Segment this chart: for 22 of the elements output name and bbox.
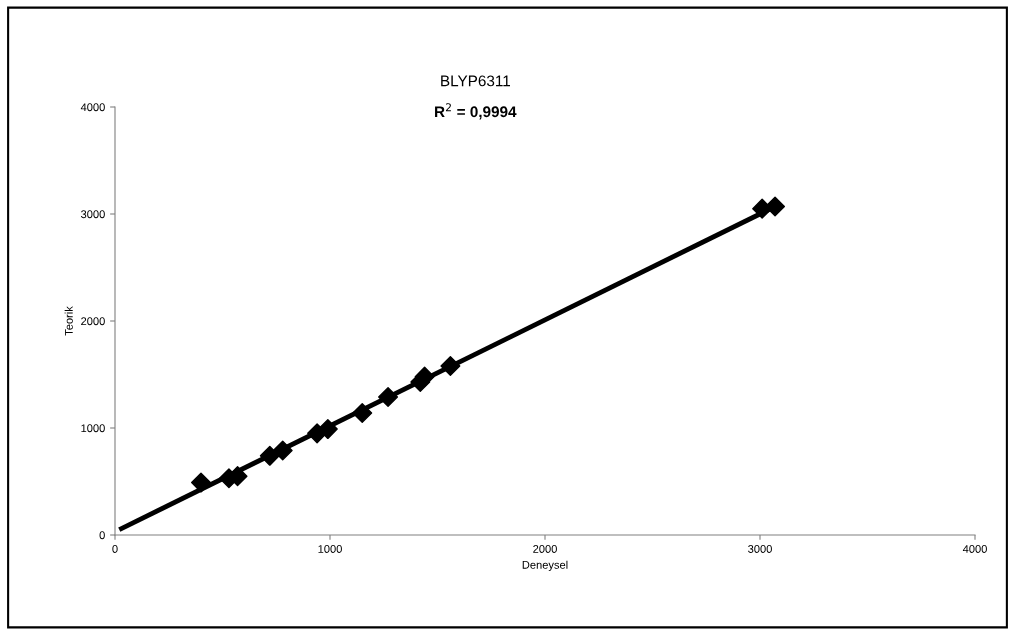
point (190, 472, 212, 493)
y-tick-label: 2000 (81, 317, 105, 326)
y-tick-label: 4000 (80, 103, 105, 112)
y-tick-label: 1000 (81, 424, 105, 433)
x-axis-title: Deneysel (522, 560, 568, 571)
point (317, 419, 338, 440)
point (440, 355, 461, 376)
point (259, 445, 280, 466)
annotation: R$^{2}$ = 0,9994 (435, 103, 517, 120)
point (272, 440, 293, 461)
x-tick-label: 4000 (962, 545, 987, 553)
point (352, 403, 373, 424)
point (765, 196, 786, 217)
y-tick-label: 0 (99, 531, 105, 540)
chart-title: BLYP6311 (441, 75, 510, 87)
point (378, 386, 399, 407)
x-tick-label: 1000 (318, 545, 342, 553)
y-tick-label: 3000 (80, 210, 105, 219)
x-tick-label: 3000 (748, 545, 772, 553)
y-axis-title: Teorik (64, 306, 73, 336)
x-tick-label: 0 (112, 545, 118, 553)
x-tick-label: 2000 (533, 545, 557, 553)
